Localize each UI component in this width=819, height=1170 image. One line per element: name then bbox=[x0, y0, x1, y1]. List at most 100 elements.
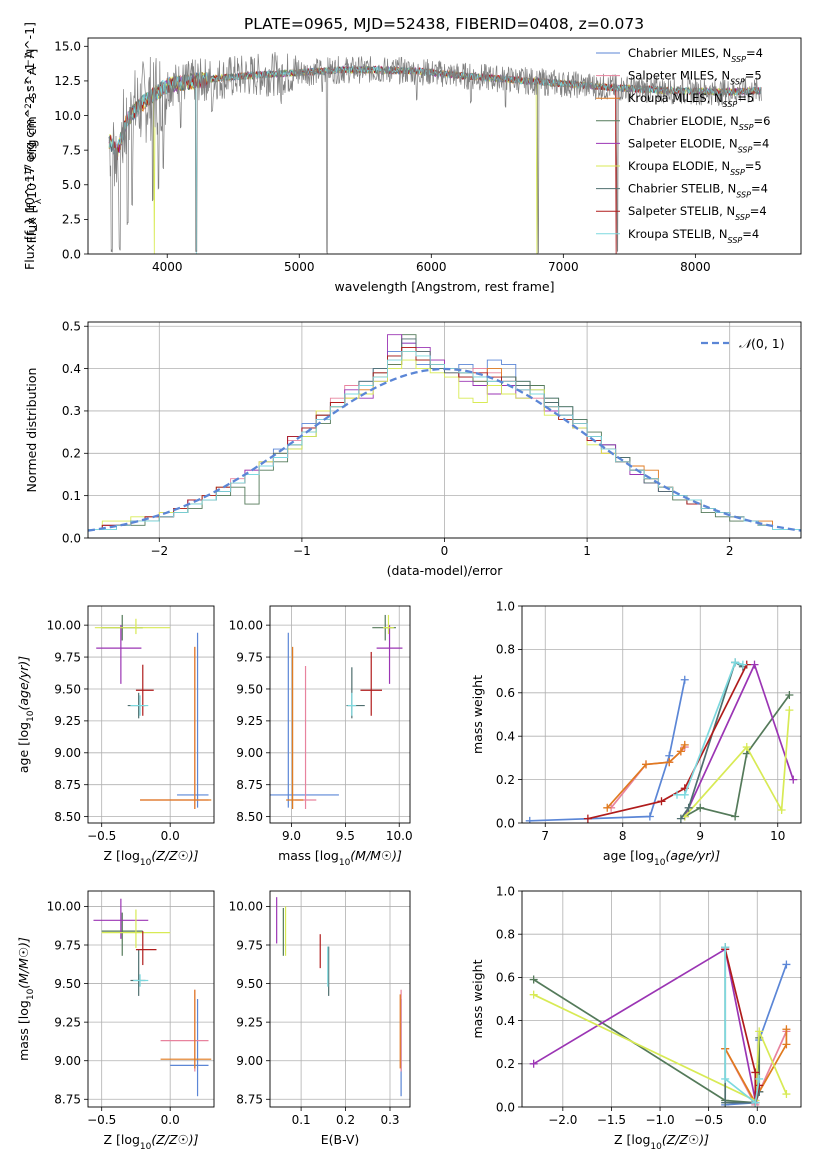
x-axis-label: wavelength [Angstrom, rest frame] bbox=[334, 279, 554, 294]
mass-weight-marker bbox=[642, 760, 650, 769]
mass-weight-marker bbox=[721, 1074, 730, 1083]
mass-vs-reddening-panel: 0.1 0.2 0.3 8.75 9.00 9.25 9.50 9.75 10.00 E(B-V) bbox=[229, 890, 411, 1147]
legend-label-subscript: SSP bbox=[736, 190, 751, 199]
x-axis-label: age [log10(age/yr)] bbox=[603, 848, 720, 868]
y-axis-label-main: mass [log bbox=[16, 1000, 31, 1061]
axes-frame bbox=[87, 605, 215, 824]
y-tick-label: 0.6 bbox=[496, 686, 515, 700]
legend-label-args: (0, 1) bbox=[751, 336, 785, 351]
legend-label: Salpeter ELODIE, NSSP=4 bbox=[628, 136, 769, 154]
mass-weight-marker bbox=[721, 1098, 730, 1107]
legend-label-subscript: SSP bbox=[731, 55, 746, 64]
y-tick-label: 0.0 bbox=[62, 247, 81, 261]
x-tick-label: −2.0 bbox=[548, 1113, 577, 1127]
y-tick-label: 8.75 bbox=[236, 778, 263, 792]
x-tick-label: −1.0 bbox=[645, 1113, 674, 1127]
x-tick-label: −0.5 bbox=[694, 1113, 723, 1127]
y-tick-label: 0.4 bbox=[62, 362, 81, 376]
axes-frame bbox=[269, 890, 411, 1108]
legend-label-main: Chabrier STELIB, N bbox=[628, 182, 736, 196]
mass-weight-marker bbox=[731, 658, 740, 667]
x-tick-label: 0.0 bbox=[161, 1113, 180, 1127]
y-axis-label-part: −1 bbox=[24, 54, 34, 67]
y-tick-label: 9.50 bbox=[54, 977, 81, 991]
axes-frame bbox=[521, 605, 802, 824]
y-tick-label: 0.0 bbox=[496, 1100, 515, 1114]
residuals-panel: −2 −1 0 1 2 0.0 0.1 0.2 0.3 0.4 0.5 (data-model)/er… bbox=[24, 320, 802, 578]
y-tick-label: 9.25 bbox=[54, 714, 81, 728]
observed-spectrum-line bbox=[108, 51, 762, 254]
y-axis-label-part: −17 bbox=[24, 164, 34, 183]
y-tick-label: 9.50 bbox=[236, 977, 263, 991]
mass-weight-marker bbox=[676, 747, 685, 756]
y-axis-label-main: age [log bbox=[16, 722, 31, 773]
y-axis-label-part: λ bbox=[34, 198, 44, 204]
legend-label: 𝒩(0, 1) bbox=[739, 336, 785, 351]
mass-weight-line bbox=[610, 746, 686, 809]
y-tick-label: 10.00 bbox=[229, 900, 263, 914]
spectrum-panel: 4000 5000 6000 7000 8000 0.0 2.5 5.0 7.5 10.0 12.5… bbox=[22, 22, 802, 294]
legend-label-subscript: SSP bbox=[723, 100, 738, 109]
x-tick-label: 10.0 bbox=[386, 829, 413, 843]
x-tick-label: 7000 bbox=[548, 260, 579, 274]
legend-label-main: Salpeter ELODIE, N bbox=[628, 136, 738, 150]
y-axis-label: mass [log10(M/M☉)] bbox=[16, 937, 36, 1061]
y-axis-label: age [log10(age/yr)] bbox=[16, 656, 36, 773]
legend-label-end: =4 bbox=[750, 204, 767, 218]
mass-weight-line bbox=[680, 661, 744, 820]
x-tick-label: 0 bbox=[441, 544, 449, 558]
mass-weight-marker bbox=[755, 1027, 764, 1036]
y-tick-label: 0.2 bbox=[496, 773, 515, 787]
y-tick-label: 10.00 bbox=[47, 900, 81, 914]
mass-weight-marker bbox=[529, 990, 538, 999]
mass-weight-marker bbox=[525, 816, 534, 823]
legend-label-subscript: SSP bbox=[728, 235, 743, 244]
y-tick-label: 0.1 bbox=[62, 489, 81, 503]
y-axis-label-part: Flux [f bbox=[24, 204, 39, 244]
y-axis-label-end: (age/yr)] bbox=[16, 656, 31, 711]
mass-weight-marker bbox=[676, 814, 685, 823]
x-axis-label: Z [log10(Z/Z☉)] bbox=[103, 1132, 198, 1152]
age-vs-mass-panel: 9.0 9.5 10.0 8.50 8.75 9.00 9.25 9.50 9.75 10.00 m… bbox=[229, 605, 413, 868]
y-tick-label: 9.00 bbox=[236, 746, 263, 760]
y-tick-label: 8.50 bbox=[236, 810, 263, 824]
plot-area bbox=[270, 614, 403, 809]
y-tick-label: 0.3 bbox=[62, 404, 81, 418]
x-tick-label: 9.5 bbox=[336, 829, 355, 843]
mass-weight-marker bbox=[789, 775, 798, 784]
mass-weight-marker bbox=[782, 960, 791, 969]
x-tick-label: −0.5 bbox=[87, 1113, 116, 1127]
legend-label-subscript: SSP bbox=[730, 77, 745, 86]
legend-label: Salpeter MILES, NSSP=5 bbox=[628, 69, 762, 87]
x-axis-label-subscript: 10 bbox=[140, 858, 152, 868]
mass-weight-marker bbox=[738, 660, 747, 669]
mass-weight-marker bbox=[782, 1090, 791, 1099]
y-tick-label: 0.2 bbox=[496, 1057, 515, 1071]
mass-weight-marker bbox=[673, 790, 681, 799]
y-tick-label: 9.00 bbox=[236, 1054, 263, 1068]
y-tick-label: 9.25 bbox=[54, 1015, 81, 1029]
y-tick-label: 0.2 bbox=[62, 447, 81, 461]
x-tick-label: 0.3 bbox=[380, 1113, 399, 1127]
y-tick-label: 9.00 bbox=[54, 746, 81, 760]
x-tick-label: −1.5 bbox=[597, 1113, 626, 1127]
legend-label-subscript: SSP bbox=[738, 145, 753, 154]
age-vs-metallicity-panel: −0.5 0.0 8.50 8.75 9.00 9.25 9.50 9.75 10.00 Z [l… bbox=[16, 605, 215, 868]
y-tick-label: 0.5 bbox=[62, 320, 81, 334]
y-tick-label: 7.5 bbox=[62, 143, 81, 157]
y-axis-label-end: (M/M☉)] bbox=[16, 937, 31, 989]
y-tick-label: 9.25 bbox=[236, 714, 263, 728]
y-tick-label: 0.4 bbox=[496, 730, 515, 744]
x-tick-label: 4000 bbox=[152, 260, 183, 274]
y-tick-label: 0.8 bbox=[496, 643, 515, 657]
mass-weight-marker bbox=[751, 1098, 760, 1107]
y-tick-label: 9.50 bbox=[54, 682, 81, 696]
y-tick-label: 9.75 bbox=[54, 938, 81, 952]
plot-area bbox=[276, 897, 402, 1097]
mass-weight-marker bbox=[680, 740, 689, 749]
legend-label: Chabrier ELODIE, NSSP=6 bbox=[628, 114, 770, 132]
legend-label-main: Kroupa MILES, N bbox=[628, 91, 723, 105]
mass-weight-marker bbox=[785, 706, 794, 715]
legend-label-main: Chabrier MILES, N bbox=[628, 46, 731, 60]
